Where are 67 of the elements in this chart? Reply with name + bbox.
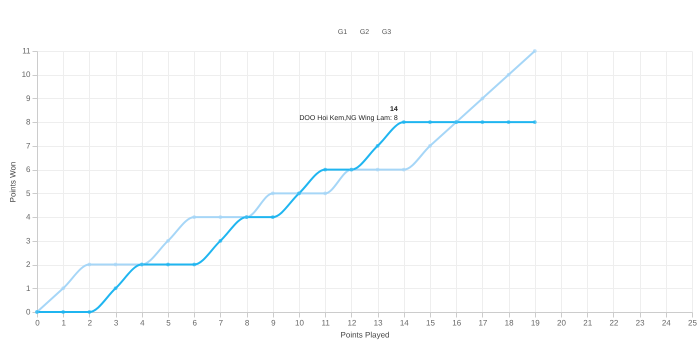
point <box>218 238 222 243</box>
x-tick-label: 16 <box>452 318 462 328</box>
point <box>506 72 510 77</box>
point <box>192 215 196 219</box>
point <box>88 310 92 314</box>
x-tick-label: 6 <box>192 318 198 328</box>
x-tick-label: 13 <box>374 318 384 328</box>
x-tick-label: 2 <box>88 318 93 328</box>
y-tick-label: 9 <box>26 94 32 103</box>
y-axis-title: Points Won <box>8 162 18 202</box>
point <box>88 262 92 266</box>
x-tick-label: 10 <box>295 318 304 328</box>
point <box>480 96 484 100</box>
x-tick-label: 9 <box>271 318 276 328</box>
x-tick-label: 8 <box>244 318 250 328</box>
x-tick-label: 15 <box>426 318 436 328</box>
point <box>192 262 196 266</box>
x-axis-title: Points Played <box>340 330 390 340</box>
point <box>218 215 222 219</box>
x-tick-label: 12 <box>347 318 357 328</box>
x-tick-label: 0 <box>35 318 40 328</box>
point <box>61 286 66 290</box>
point <box>61 310 66 314</box>
y-tick-label: 4 <box>26 212 32 222</box>
y-tick-label: 2 <box>26 260 32 270</box>
x-tick-label: 17 <box>478 318 488 328</box>
x-tick-label: 25 <box>688 318 698 328</box>
point <box>114 262 118 266</box>
point <box>323 191 328 196</box>
y-tick-label: 11 <box>22 46 32 56</box>
x-tick-label: 5 <box>166 318 172 328</box>
point <box>480 120 484 124</box>
x-tick-label: 24 <box>662 318 672 328</box>
point <box>376 144 380 148</box>
x-tick-label: 3 <box>114 318 119 328</box>
y-tick-label: 7 <box>26 141 32 150</box>
x-tick-label: 14 <box>400 318 410 328</box>
point <box>532 120 537 124</box>
point <box>166 262 170 266</box>
x-tick-label: 11 <box>322 318 330 328</box>
y-tick-label: 6 <box>26 165 32 174</box>
x-tick-label: 22 <box>609 318 619 328</box>
point <box>270 191 275 196</box>
point <box>114 286 118 290</box>
x-tick-label: 21 <box>583 318 593 328</box>
point <box>323 168 328 172</box>
y-tick-label: 3 <box>26 236 32 246</box>
point <box>402 120 406 124</box>
x-tick-label: 7 <box>218 318 224 328</box>
y-tick-label: 5 <box>26 188 32 198</box>
y-tick-label: 0 <box>26 308 32 316</box>
x-tick-label: 18 <box>504 318 514 328</box>
point <box>506 120 510 124</box>
x-tick-label: 4 <box>140 318 146 328</box>
point <box>166 238 170 243</box>
x-tick-label: 23 <box>636 318 646 328</box>
x-tick-label: 19 <box>530 318 540 328</box>
point <box>428 120 432 124</box>
point <box>428 144 432 148</box>
x-tick-label: 20 <box>557 318 566 328</box>
point <box>532 49 537 53</box>
point <box>270 215 275 219</box>
y-tick-label: 1 <box>26 284 32 293</box>
y-tick-label: 8 <box>26 118 32 127</box>
y-tick-label: 10 <box>22 70 32 80</box>
x-tick-label: 1 <box>61 318 66 328</box>
point <box>402 168 406 172</box>
